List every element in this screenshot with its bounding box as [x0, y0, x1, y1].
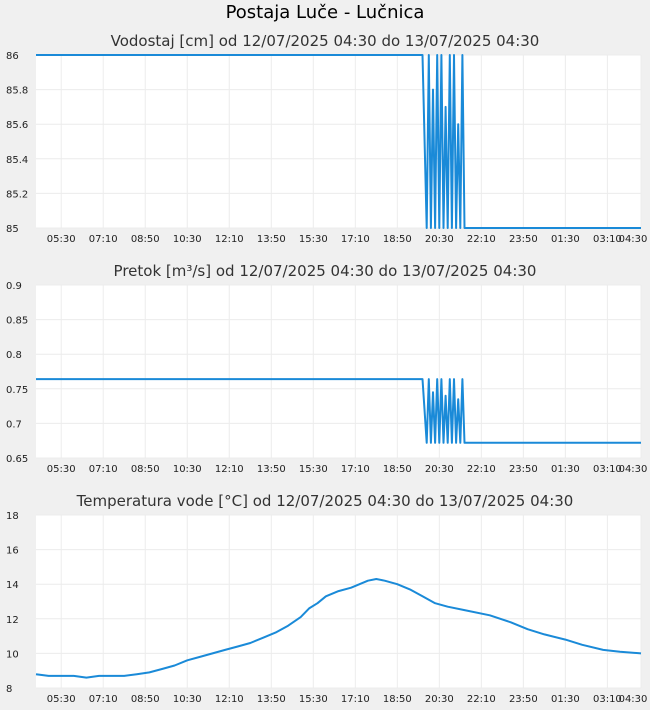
y-tick-label: 12 [6, 615, 19, 626]
station-title: Postaja Luče - Lučnica [225, 2, 425, 23]
series-line [36, 54, 641, 229]
x-tick-label: 17:10 [341, 694, 370, 705]
x-tick-label: 22:10 [467, 234, 496, 245]
x-tick-label: 18:50 [383, 234, 412, 245]
chart-title: Pretok [m³/s] od 12/07/2025 04:30 do 13/… [114, 262, 537, 280]
x-tick-label: 07:10 [89, 694, 118, 705]
y-tick-label: 0.9 [6, 281, 22, 292]
y-tick-label: 16 [6, 546, 19, 557]
plot-area [36, 285, 641, 458]
x-tick-label: 12:10 [215, 694, 244, 705]
x-tick-label: 18:50 [383, 464, 412, 475]
x-tick-label: 05:30 [47, 464, 76, 475]
x-tick-label: 20:30 [425, 464, 454, 475]
series-line [36, 378, 641, 444]
y-tick-label: 0.8 [6, 350, 22, 361]
chart-title: Vodostaj [cm] od 12/07/2025 04:30 do 13/… [111, 32, 540, 50]
y-tick-label: 10 [6, 649, 19, 660]
x-tick-label: 23:50 [509, 694, 538, 705]
x-tick-label: 20:30 [425, 234, 454, 245]
x-tick-label: 20:30 [425, 694, 454, 705]
x-tick-label: 08:50 [131, 694, 160, 705]
x-tick-label: 04:30 [619, 234, 648, 245]
x-tick-label: 03:10 [593, 464, 622, 475]
x-tick-label: 12:10 [215, 464, 244, 475]
x-tick-label: 07:10 [89, 464, 118, 475]
x-tick-label: 10:30 [173, 234, 202, 245]
x-tick-label: 01:30 [551, 234, 580, 245]
y-tick-label: 85.2 [6, 189, 28, 200]
plot-area [36, 55, 641, 228]
x-tick-label: 12:10 [215, 234, 244, 245]
y-tick-label: 85.6 [6, 120, 28, 131]
x-tick-label: 04:30 [619, 464, 648, 475]
x-tick-label: 03:10 [593, 234, 622, 245]
y-tick-label: 0.7 [6, 419, 22, 430]
x-tick-label: 10:30 [173, 694, 202, 705]
x-tick-label: 13:50 [257, 234, 286, 245]
y-tick-label: 0.85 [6, 316, 28, 327]
x-tick-label: 13:50 [257, 694, 286, 705]
discharge-chart: Pretok [m³/s] od 12/07/2025 04:30 do 13/… [6, 262, 648, 475]
water-level-chart: Vodostaj [cm] od 12/07/2025 04:30 do 13/… [6, 32, 648, 245]
chart-title: Temperatura vode [°C] od 12/07/2025 04:3… [76, 492, 574, 510]
x-tick-label: 10:30 [173, 464, 202, 475]
x-tick-label: 05:30 [47, 694, 76, 705]
y-tick-label: 85 [6, 224, 19, 235]
x-tick-label: 07:10 [89, 234, 118, 245]
x-tick-label: 18:50 [383, 694, 412, 705]
water-temperature-chart: Temperatura vode [°C] od 12/07/2025 04:3… [6, 492, 648, 705]
x-tick-label: 01:30 [551, 694, 580, 705]
x-tick-label: 17:10 [341, 234, 370, 245]
y-tick-label: 18 [6, 511, 19, 522]
x-tick-label: 15:30 [299, 234, 328, 245]
x-tick-label: 23:50 [509, 234, 538, 245]
x-tick-label: 22:10 [467, 694, 496, 705]
y-tick-label: 0.75 [6, 385, 28, 396]
y-tick-label: 86 [6, 51, 19, 62]
y-tick-label: 14 [6, 580, 19, 591]
x-tick-label: 08:50 [131, 464, 160, 475]
y-tick-label: 0.65 [6, 454, 28, 465]
x-tick-label: 15:30 [299, 694, 328, 705]
plot-area [36, 515, 641, 688]
y-tick-label: 8 [6, 684, 12, 695]
x-tick-label: 04:30 [619, 694, 648, 705]
x-tick-label: 23:50 [509, 464, 538, 475]
y-tick-label: 85.4 [6, 155, 28, 166]
y-tick-label: 85.8 [6, 86, 28, 97]
x-tick-label: 08:50 [131, 234, 160, 245]
series-line [35, 578, 642, 679]
x-tick-label: 15:30 [299, 464, 328, 475]
x-tick-label: 05:30 [47, 234, 76, 245]
x-tick-label: 13:50 [257, 464, 286, 475]
x-tick-label: 22:10 [467, 464, 496, 475]
x-tick-label: 17:10 [341, 464, 370, 475]
x-tick-label: 03:10 [593, 694, 622, 705]
x-tick-label: 01:30 [551, 464, 580, 475]
